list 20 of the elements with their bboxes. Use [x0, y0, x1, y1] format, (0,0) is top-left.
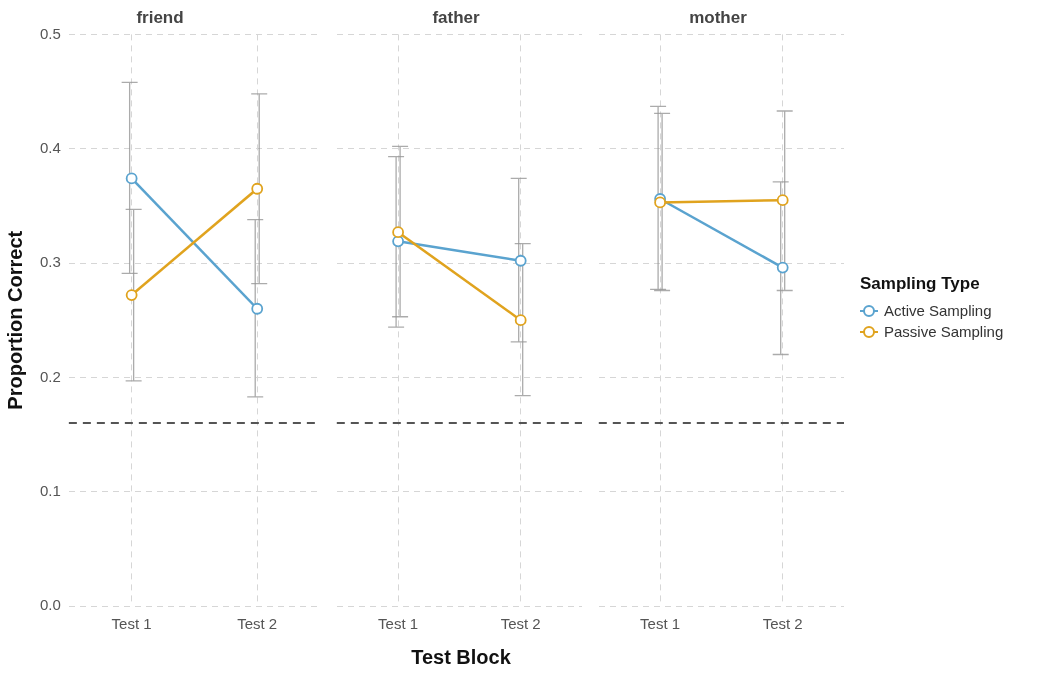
x-tick-label: Test 2 [762, 615, 803, 633]
x-tick-label: Test 1 [111, 615, 152, 633]
x-tick-label: Test 1 [640, 615, 681, 633]
legend-label: Active Sampling [884, 302, 992, 319]
chart-title: friend [136, 7, 184, 27]
y-tick-label: 0.2 [39, 367, 61, 385]
legend-label: Passive Sampling [884, 323, 1004, 340]
y-tick-label: 0.1 [39, 481, 61, 499]
chart-title: father [432, 7, 480, 27]
y-tick-label: 0.4 [39, 138, 61, 156]
x-axis-title: Test Block [410, 646, 512, 669]
legend-title: Sampling Type [860, 274, 981, 294]
y-tick-label: 0.0 [39, 596, 61, 614]
chart-title: mother [689, 7, 748, 27]
x-tick-label: Test 2 [500, 615, 541, 633]
x-tick-label: Test 2 [237, 615, 278, 633]
y-tick-label: 0.5 [39, 24, 61, 42]
x-tick-label: Test 1 [378, 615, 419, 633]
y-axis-title: Proportion Correct [3, 230, 26, 410]
y-tick-label: 0.3 [39, 253, 61, 271]
